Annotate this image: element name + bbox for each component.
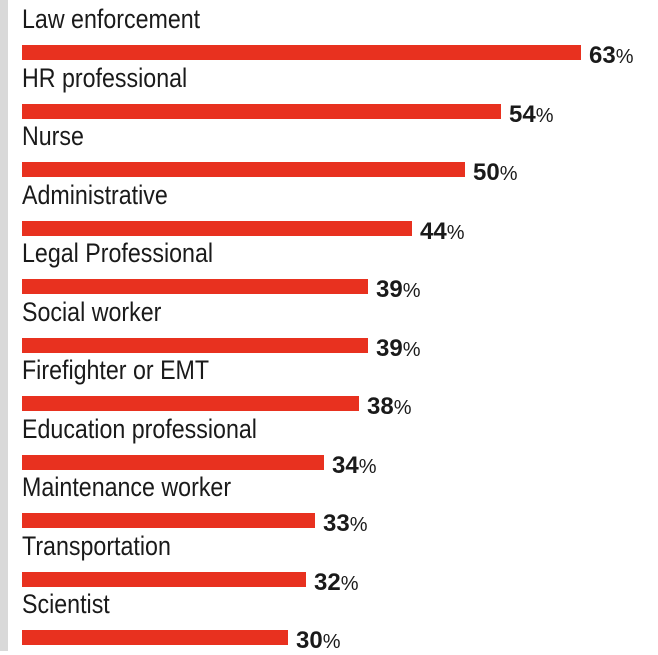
category-label: Nurse [22, 121, 84, 151]
value-suffix: % [499, 163, 518, 185]
value-label: 50% [473, 160, 518, 187]
value-number: 39 [376, 276, 403, 303]
bar [22, 279, 368, 294]
category-label: Scientist [22, 589, 110, 619]
bar [22, 454, 324, 470]
value-suffix: % [402, 280, 421, 302]
value-suffix: % [615, 46, 634, 68]
value-number: 38 [367, 393, 394, 420]
value-number: 63 [589, 42, 616, 69]
bar [22, 103, 501, 119]
category-label: Legal Professional [22, 238, 214, 268]
bar [22, 513, 315, 528]
bar [22, 337, 368, 353]
value-label: 30% [296, 628, 341, 655]
value-number: 39 [376, 334, 403, 362]
value-number: 30 [296, 627, 323, 654]
value-number: 54 [509, 100, 536, 128]
category-label: Firefighter or EMT [22, 355, 210, 385]
bar [22, 45, 581, 60]
value-label: 63% [589, 43, 634, 70]
value-label: 32% [314, 568, 359, 597]
category-label: Administrative [22, 179, 168, 210]
value-label: 44% [420, 217, 465, 246]
left-edge-rule [0, 0, 8, 651]
value-suffix: % [402, 338, 421, 361]
value-label: 39% [376, 334, 421, 363]
value-label: 38% [367, 394, 412, 421]
value-suffix: % [358, 455, 377, 478]
category-label: Law enforcement [22, 4, 201, 34]
value-label: 33% [323, 511, 368, 538]
value-number: 44 [420, 217, 447, 245]
value-suffix: % [349, 514, 368, 536]
value-label: 34% [332, 451, 377, 480]
category-label: HR professional [22, 62, 188, 93]
value-label: 39% [376, 277, 421, 304]
bar [22, 571, 306, 587]
value-number: 33 [323, 510, 350, 537]
value-suffix: % [393, 397, 412, 419]
category-label: Education professional [22, 413, 257, 444]
value-number: 32 [314, 568, 341, 596]
bar [22, 220, 412, 236]
bar [22, 396, 359, 411]
value-label: 54% [509, 100, 554, 129]
value-suffix: % [322, 631, 341, 653]
category-label: Maintenance worker [22, 472, 232, 502]
value-suffix: % [340, 572, 359, 595]
value-suffix: % [535, 104, 554, 127]
value-number: 50 [473, 159, 500, 186]
value-number: 34 [332, 451, 359, 479]
category-label: Social worker [22, 296, 162, 327]
bar [22, 162, 465, 177]
category-label: Transportation [22, 530, 171, 561]
value-suffix: % [446, 221, 465, 244]
bar [22, 630, 288, 645]
